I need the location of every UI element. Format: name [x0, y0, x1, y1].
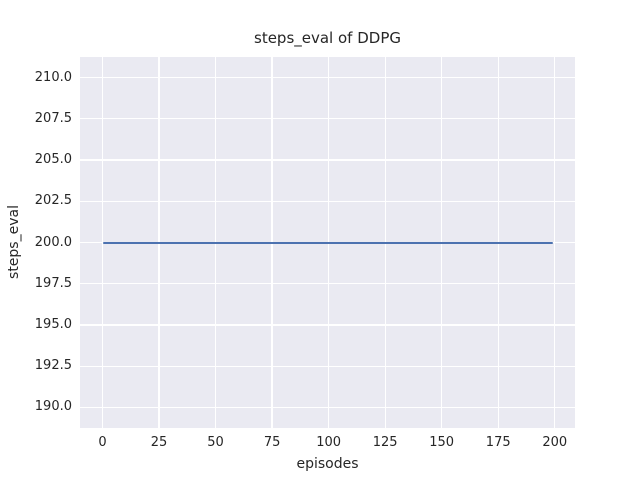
- gridline-horizontal: [80, 406, 575, 409]
- gridline-horizontal: [80, 118, 575, 120]
- gridline-horizontal: [80, 159, 575, 161]
- x-tick-label: 25: [150, 435, 168, 450]
- y-tick-label: 190.0: [34, 399, 72, 415]
- x-tick-label: 125: [372, 435, 398, 450]
- series-line-ddpg-steps-eval: [102, 241, 553, 244]
- gridline-horizontal: [80, 200, 575, 202]
- y-tick-label: 200.0: [34, 234, 72, 250]
- y-tick-label: 197.5: [34, 275, 72, 291]
- plot-area: [80, 57, 575, 428]
- gridline-horizontal: [80, 283, 575, 285]
- y-tick-label: 202.5: [34, 193, 72, 209]
- y-tick-label: 205.0: [34, 152, 72, 168]
- chart-title: steps_eval of DDPG: [254, 29, 401, 47]
- gridline-horizontal: [80, 76, 575, 79]
- x-tick-label: 75: [263, 435, 281, 450]
- gridline-horizontal: [80, 324, 575, 326]
- x-tick-label: 50: [207, 435, 224, 450]
- x-tick-label: 100: [316, 435, 342, 450]
- x-tick-label: 175: [485, 435, 511, 450]
- x-tick-label: 0: [98, 435, 107, 450]
- y-tick-label: 207.5: [34, 110, 72, 126]
- x-tick-label: 200: [542, 435, 568, 450]
- gridline-horizontal: [80, 365, 575, 367]
- y-tick-label: 210.0: [34, 69, 72, 85]
- x-axis-label: episodes: [296, 456, 359, 472]
- y-tick-label: 192.5: [34, 358, 72, 374]
- x-tick-label: 150: [429, 435, 455, 450]
- y-tick-label: 195.0: [34, 316, 72, 332]
